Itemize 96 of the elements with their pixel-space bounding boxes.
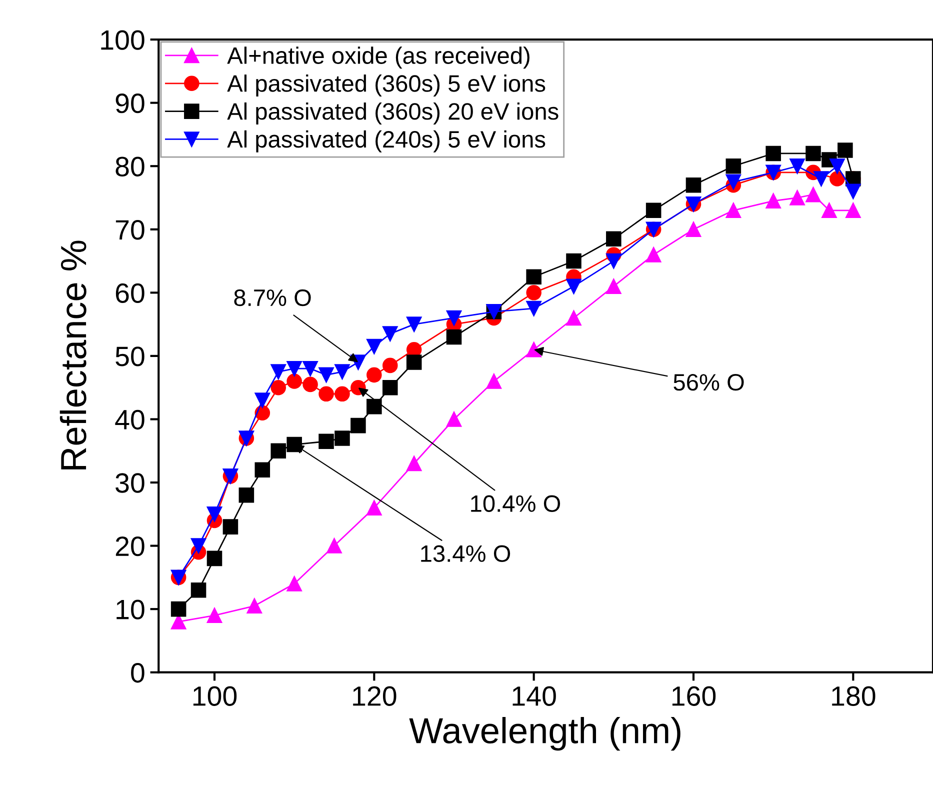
point bbox=[286, 360, 302, 376]
point bbox=[790, 158, 805, 174]
point bbox=[254, 462, 270, 478]
x-tick-label: 160 bbox=[672, 686, 716, 706]
point bbox=[606, 231, 622, 247]
legend-label: Al passivated (240s) 5 eV ions bbox=[227, 130, 546, 152]
point bbox=[606, 278, 622, 294]
x-tick-label: 140 bbox=[512, 686, 556, 706]
point bbox=[526, 285, 542, 300]
point bbox=[318, 367, 334, 383]
point bbox=[446, 412, 462, 427]
point bbox=[254, 392, 270, 408]
y-tick-label: 0 bbox=[131, 663, 144, 683]
legend-label: Al passivated (360s) 5 eV ions bbox=[227, 74, 546, 97]
point bbox=[486, 374, 502, 389]
point bbox=[566, 253, 582, 269]
y-tick-label: 60 bbox=[116, 283, 144, 304]
point bbox=[526, 300, 542, 316]
annotation: 10.4% O bbox=[471, 495, 560, 512]
point bbox=[238, 488, 254, 503]
point bbox=[382, 326, 398, 342]
annotation: 56% O bbox=[674, 374, 744, 391]
point bbox=[206, 506, 222, 522]
point bbox=[822, 202, 837, 218]
point bbox=[170, 601, 186, 617]
point bbox=[766, 146, 781, 162]
point bbox=[366, 398, 382, 414]
y-tick-label: 40 bbox=[115, 410, 144, 430]
annotation: 13.4% O bbox=[421, 545, 510, 562]
y-tick-label: 80 bbox=[116, 156, 144, 176]
point bbox=[790, 190, 805, 206]
point bbox=[302, 360, 318, 376]
point bbox=[246, 598, 262, 614]
point bbox=[406, 354, 422, 370]
x-tick-label: 120 bbox=[353, 686, 396, 706]
point bbox=[830, 171, 845, 186]
point bbox=[806, 146, 821, 162]
point bbox=[334, 430, 350, 446]
point bbox=[766, 193, 781, 209]
point bbox=[846, 184, 861, 200]
point bbox=[814, 171, 829, 186]
legend-label: Al passivated (360s) 20 eV ions bbox=[227, 102, 558, 124]
point bbox=[334, 386, 350, 402]
point bbox=[406, 456, 422, 472]
legend-label: Al+native oxide (as received) bbox=[227, 46, 530, 69]
y-tick-label: 50 bbox=[116, 346, 144, 366]
y-tick-label: 30 bbox=[116, 473, 144, 493]
point bbox=[366, 367, 382, 383]
point bbox=[646, 247, 662, 262]
point bbox=[382, 358, 398, 374]
point bbox=[366, 338, 382, 354]
point bbox=[686, 177, 702, 193]
point bbox=[726, 174, 742, 190]
point bbox=[222, 519, 238, 534]
point bbox=[566, 310, 582, 326]
point bbox=[326, 538, 342, 554]
point bbox=[334, 364, 350, 380]
point bbox=[382, 380, 398, 396]
point bbox=[366, 500, 382, 516]
y-axis-title: Reflectance % bbox=[60, 240, 86, 470]
point bbox=[318, 434, 334, 450]
point bbox=[446, 310, 462, 326]
point bbox=[526, 269, 542, 284]
point bbox=[726, 158, 742, 174]
y-tick-label: 90 bbox=[116, 94, 144, 114]
y-tick-label: 10 bbox=[116, 600, 144, 620]
point bbox=[846, 202, 861, 218]
point bbox=[206, 550, 222, 566]
x-tick-label: 100 bbox=[193, 686, 237, 706]
point bbox=[566, 278, 582, 294]
point bbox=[350, 418, 366, 434]
point bbox=[406, 316, 422, 332]
point bbox=[190, 538, 206, 554]
point bbox=[270, 380, 286, 396]
point bbox=[206, 608, 222, 624]
point bbox=[286, 576, 302, 592]
x-tick-label: 180 bbox=[832, 686, 876, 706]
point bbox=[838, 142, 853, 158]
x-axis-title: Wavelength (nm) bbox=[409, 716, 680, 751]
point bbox=[318, 386, 334, 402]
point bbox=[270, 364, 286, 380]
point bbox=[806, 186, 821, 202]
annotation: 8.7% O bbox=[234, 289, 311, 306]
point bbox=[190, 582, 206, 598]
y-tick-label: 100 bbox=[101, 30, 144, 50]
point bbox=[606, 253, 622, 269]
y-tick-label: 70 bbox=[116, 220, 144, 240]
point bbox=[270, 443, 286, 459]
point bbox=[686, 222, 702, 238]
point bbox=[446, 329, 462, 345]
point bbox=[302, 376, 318, 392]
point bbox=[830, 158, 845, 174]
point bbox=[646, 202, 662, 218]
point bbox=[726, 202, 742, 218]
y-tick-label: 20 bbox=[116, 536, 144, 556]
point bbox=[286, 374, 302, 389]
